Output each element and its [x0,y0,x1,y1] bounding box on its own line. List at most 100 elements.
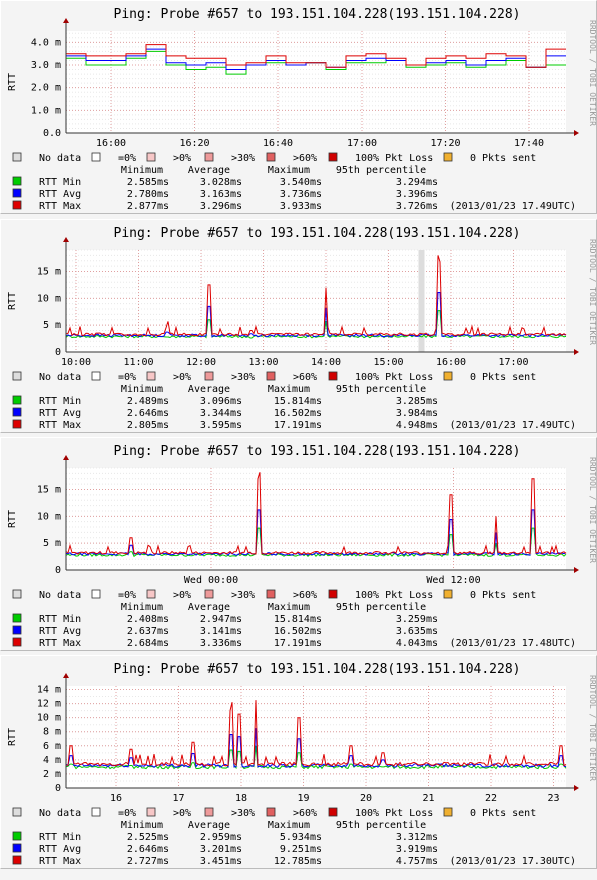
stats-min: 2.637ms [127,626,169,637]
stats-avg: 3.344ms [200,408,242,419]
stats-max: 17.191ms [274,420,322,431]
stats-avg: 3.595ms [200,420,242,431]
y-tick-label: 2 m [43,769,61,780]
graph-canvas: Ping: Probe #657 to 193.151.104.228(193.… [7,226,597,431]
stats-swatch [12,200,22,210]
stats-name: RTT Avg [39,189,81,200]
timestamp: (2013/01/23 17.49UTC) [450,201,576,212]
y-tick-label: 8 m [43,727,61,738]
ping-graph-4: Ping: Probe #657 to 193.151.104.228(193.… [0,655,597,869]
legend-swatch [91,152,101,162]
legend-label: >0% [173,590,191,601]
legend-label: >60% [293,372,317,383]
stats-swatch [12,625,22,635]
stats-swatch [12,637,22,647]
stats-min: 2.585ms [127,177,169,188]
y-axis-label: RTT [7,292,18,310]
stats-max: 15.814ms [274,396,322,407]
no-data-band [418,250,425,352]
y-tick-label: 4.0 m [31,37,61,48]
stats-header: Maximum [268,820,310,831]
stats-p95: 3.919ms [396,844,438,855]
x-tick-label: 14:00 [311,357,341,368]
legend-swatch [328,152,338,162]
legend-label: 0 Pkts sent [470,372,536,383]
graph-canvas: Ping: Probe #657 to 193.151.104.228(193.… [7,7,597,212]
x-tick-label: 16:00 [96,138,126,149]
y-tick-label: 4 m [43,755,61,766]
x-tick-label: 16:00 [436,357,466,368]
stats-p95: 3.294ms [396,177,438,188]
timestamp: (2013/01/23 17.48UTC) [450,638,576,649]
y-tick-label: 10 m [37,293,61,304]
stats-min: 2.727ms [127,856,169,867]
stats-header: 95th percentile [336,384,426,395]
plot-area [66,468,566,570]
stats-max: 17.191ms [274,638,322,649]
legend-label: >30% [231,372,255,383]
stats-avg: 3.096ms [200,396,242,407]
legend-swatch [266,371,276,381]
stats-max: 16.502ms [274,408,322,419]
stats-avg: 3.296ms [200,201,242,212]
y-tick-label: 5 m [43,538,61,549]
stats-avg: 3.028ms [200,177,242,188]
y-tick-label: 10 m [37,713,61,724]
stats-swatch [12,855,22,865]
y-axis-label: RTT [7,73,18,91]
legend-label: 100% Pkt Loss [355,372,433,383]
x-tick-label: 17:00 [347,138,377,149]
stats-min: 2.805ms [127,420,169,431]
x-tick-label: 19 [297,793,309,804]
stats-swatch [12,843,22,853]
stats-name: RTT Min [39,396,81,407]
ping-graph-1: Ping: Probe #657 to 193.151.104.228(193.… [0,0,597,214]
series-rtt-max [65,255,567,337]
ping-graph-3: Ping: Probe #657 to 193.151.104.228(193.… [0,437,597,651]
legend-swatch [328,807,338,817]
stats-max: 9.251ms [280,844,322,855]
stats-p95: 3.984ms [396,408,438,419]
y-tick-label: 0 [55,783,61,794]
stats-swatch [12,419,22,429]
stats-header: Minimum [121,384,163,395]
stats-name: RTT Max [39,856,81,867]
legend-swatch [91,371,101,381]
legend-label: No data [39,153,81,164]
x-tick-label: 22 [485,793,497,804]
y-tick-label: 12 m [37,699,61,710]
y-axis-arrow [63,455,69,460]
series-rtt-min [65,310,567,339]
legend-swatch [443,589,453,599]
legend-swatch [12,152,22,162]
legend-label: >30% [231,590,255,601]
y-axis-label: RTT [7,510,18,528]
stats-header: 95th percentile [336,165,426,176]
x-tick-label: 17:20 [430,138,460,149]
x-tick-label: 10:00 [61,357,91,368]
plot-area [66,686,566,788]
x-tick-label: 11:00 [123,357,153,368]
stats-avg: 3.163ms [200,189,242,200]
graph-title: Ping: Probe #657 to 193.151.104.228(193.… [114,226,521,241]
y-tick-label: 5 m [43,320,61,331]
legend-label: 0 Pkts sent [470,808,536,819]
legend-swatch [204,807,214,817]
legend-swatch [266,589,276,599]
legend-label: >0% [173,808,191,819]
rrdtool-credit: RRDTOOL / TOBI OETIKER [588,239,597,345]
stats-max: 3.933ms [280,201,322,212]
legend-label: 100% Pkt Loss [355,590,433,601]
plot-area [66,31,566,133]
stats-name: RTT Max [39,638,81,649]
stats-header: Minimum [121,820,163,831]
stats-name: RTT Avg [39,408,81,419]
stats-p95: 3.259ms [396,614,438,625]
rrdtool-credit: RRDTOOL / TOBI OETIKER [588,20,597,126]
stats-name: RTT Max [39,201,81,212]
stats-name: RTT Min [39,614,81,625]
timestamp: (2013/01/23 17.30UTC) [450,856,576,867]
x-tick-label: 17 [172,793,184,804]
legend-swatch [12,589,22,599]
x-tick-label: 18 [235,793,247,804]
